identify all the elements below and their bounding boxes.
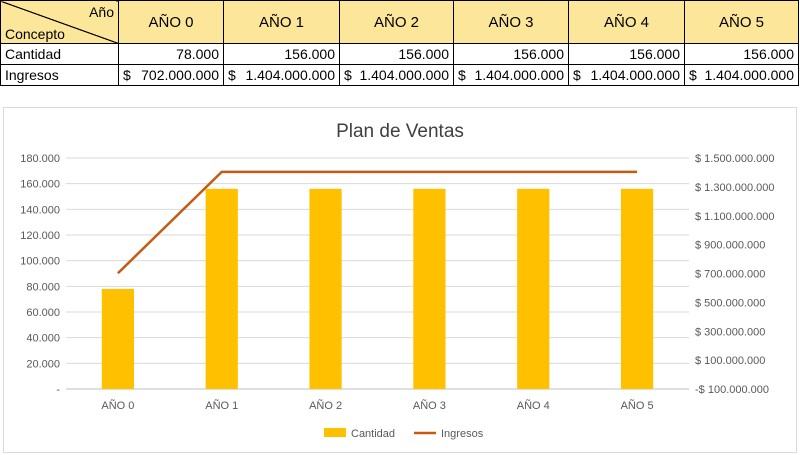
y-left-tick-label: 140.000 [20,204,60,216]
legend-swatch-cantidad [324,428,346,437]
table-header-row: Año Concepto AÑO 0 AÑO 1 AÑO 2 AÑO 3 AÑO… [0,0,799,44]
table-cell: 156.000 [339,43,454,65]
currency-symbol: $ [228,67,236,83]
currency-symbol: $ [123,67,131,83]
table-cell: $1.404.000.000 [339,64,454,86]
money-value: 1.404.000.000 [474,67,564,83]
chart-area[interactable]: Plan de Ventas - 20.000 40.000 60.000 80.000… [3,107,797,453]
x-tick-label: AÑO 1 [205,399,238,412]
x-tick-label: AÑO 0 [101,399,134,412]
y-left-tick-label: 40.000 [26,333,60,345]
table-cell: $1.404.000.000 [684,64,799,86]
row-label: Cantidad [0,43,119,65]
bar-cantidad [205,188,238,389]
table-corner-cell: Año Concepto [0,0,119,44]
bar-cantidad [413,188,446,389]
y-right-tick-label: $ 700.000.000 [695,269,765,281]
y-right-tick-label: $ 100.000.000 [695,355,765,367]
year-header: AÑO 0 [118,0,224,44]
money-value: 1.404.000.000 [590,67,680,83]
year-header: AÑO 3 [453,0,569,44]
table-cell: 156.000 [684,43,799,65]
money-value: 1.404.000.000 [245,67,335,83]
corner-concept-label: Concepto [5,26,65,42]
y-left-tick-label: 60.000 [26,307,60,319]
currency-symbol: $ [344,67,352,83]
table-cell: 156.000 [453,43,569,65]
table-cell: 156.000 [568,43,685,65]
y-right-tick-label: $ 1.500.000.000 [695,153,775,165]
y-left-tick-label: 160.000 [20,179,60,191]
money-value: 702.000.000 [141,67,219,83]
line-ingresos [117,170,638,275]
money-value: 1.404.000.000 [359,67,449,83]
table-cell: 78.000 [118,43,224,65]
y-right-tick-label: $ 1.100.000.000 [695,211,775,223]
y-right-tick-label: $ 1.300.000.000 [695,182,775,194]
chart-title: Plan de Ventas [336,121,464,142]
currency-symbol: $ [573,67,581,83]
money-value: 1.404.000.000 [704,67,794,83]
row-label: Ingresos [0,64,119,86]
year-header: AÑO 1 [223,0,340,44]
year-header: AÑO 5 [684,0,799,44]
y-left-tick-label: 180.000 [20,153,60,165]
bar-cantidad [517,188,550,389]
bar-cantidad [620,188,654,389]
data-table: Año Concepto AÑO 0 AÑO 1 AÑO 2 AÑO 3 AÑO… [0,0,799,86]
y-right-tick-label: $ 900.000.000 [695,240,765,252]
table-cell: 156.000 [223,43,340,65]
year-header: AÑO 2 [339,0,454,44]
y-left-tick-label: 20.000 [26,358,60,370]
table-cell: $1.404.000.000 [568,64,685,86]
x-tick-label: AÑO 4 [517,399,550,412]
plan-de-ventas-chart: Plan de Ventas - 20.000 40.000 60.000 80.000… [20,121,775,440]
table-cell: $1.404.000.000 [223,64,340,86]
y-left-tick-label: 100.000 [20,256,60,268]
legend-label-cantidad: Cantidad [351,428,395,440]
currency-symbol: $ [458,67,466,83]
y-right-tick-label: $ 500.000.000 [695,297,765,309]
x-tick-label: AÑO 5 [621,399,654,412]
corner-year-label: Año [89,4,114,20]
currency-symbol: $ [689,67,697,83]
table-row-ingresos: Ingresos $702.000.000 $1.404.000.000 $1.… [0,64,799,86]
bar-cantidad [309,188,342,389]
table-row-cantidad: Cantidad 78.000 156.000 156.000 156.000 … [0,43,799,65]
table-cell: $1.404.000.000 [453,64,569,86]
y-left-tick-label: 80.000 [26,281,60,293]
y-left-tick-label: 120.000 [20,230,60,242]
y-left-tick-label: - [56,384,60,396]
bar-cantidad [101,288,135,389]
legend-label-ingresos: Ingresos [441,428,484,440]
x-tick-label: AÑO 2 [309,399,342,412]
x-tick-label: AÑO 3 [413,399,446,412]
y-right-tick-label: $ 300.000.000 [695,326,765,338]
year-header: AÑO 4 [568,0,685,44]
table-cell: $702.000.000 [118,64,224,86]
y-right-tick-label: -$ 100.000.000 [695,384,769,396]
